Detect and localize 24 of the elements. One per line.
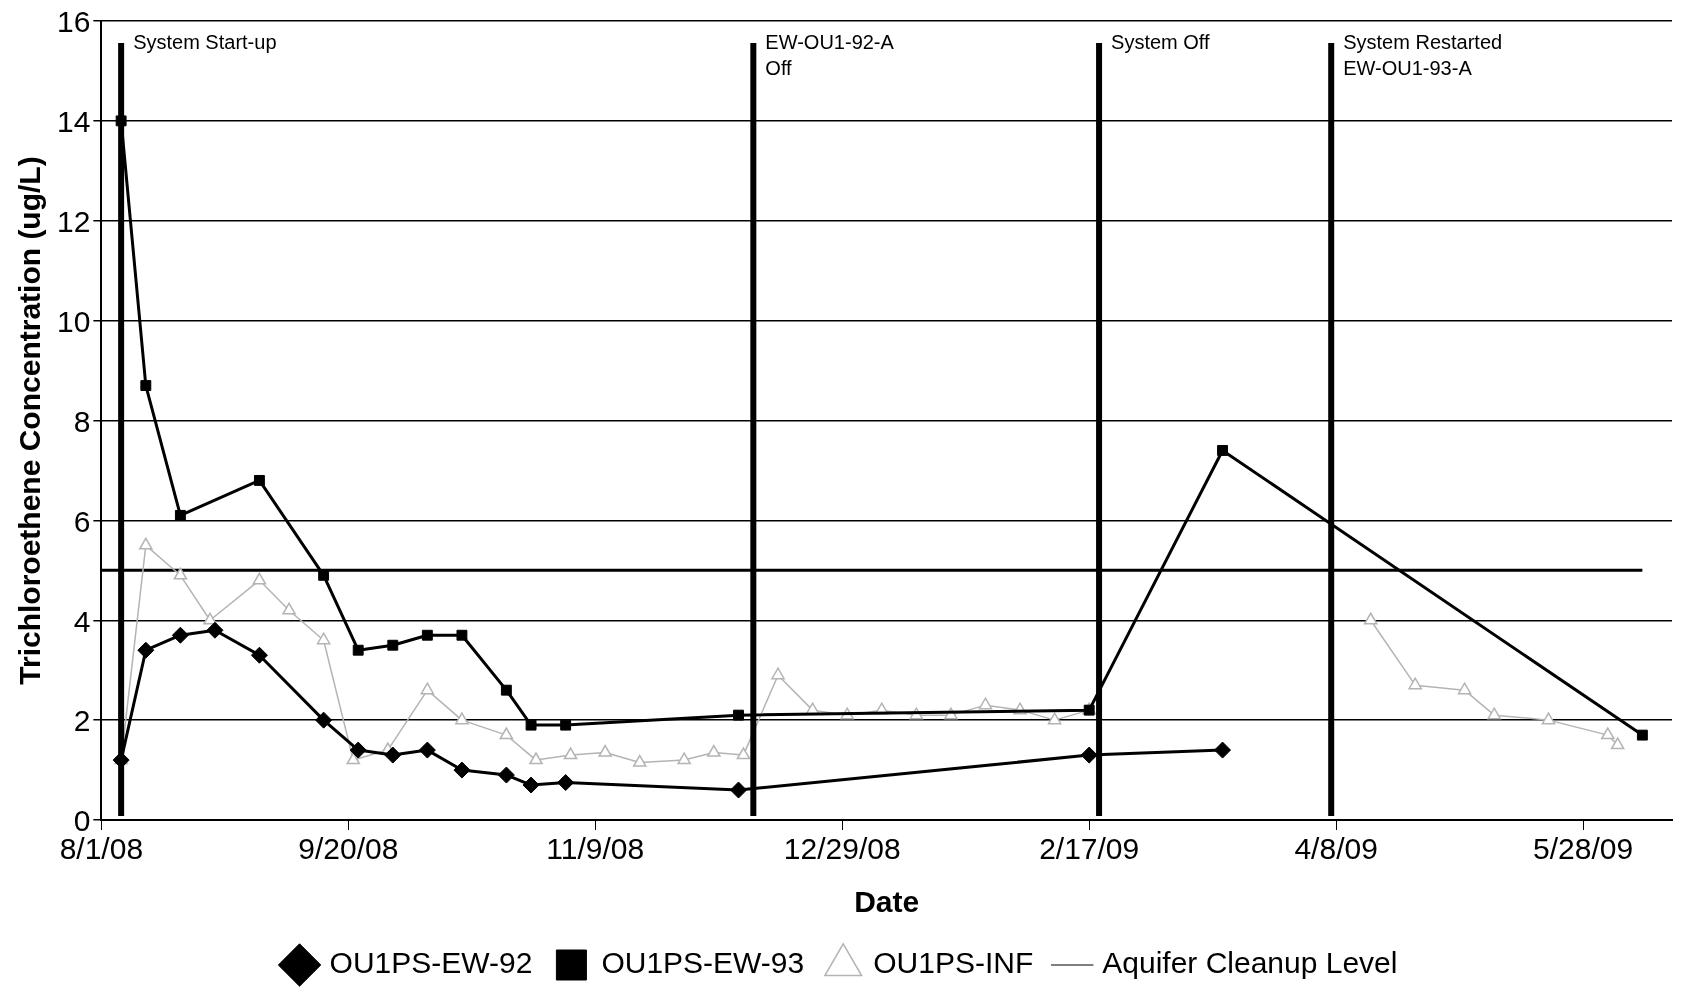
y-tick-label: 14 — [56, 105, 91, 139]
x-tick-label: 2/17/09 — [1039, 832, 1140, 866]
ref-line-label: EW-OU1-92-A Off — [765, 30, 895, 79]
x-tick-label: 4/8/09 — [1294, 832, 1378, 866]
legend-label: OU1PS-EW-93 — [601, 946, 805, 980]
x-tick-label: 9/20/08 — [298, 832, 399, 866]
x-axis-title: Date — [854, 885, 920, 919]
y-tick-label: 8 — [73, 404, 91, 438]
x-tick-label: 11/9/08 — [546, 832, 645, 866]
x-tick-label: 12/29/08 — [783, 832, 901, 866]
ref-line-label: System Start-up — [133, 30, 277, 53]
y-tick-label: 12 — [56, 205, 91, 239]
legend-label: OU1PS-EW-92 — [329, 946, 533, 980]
y-tick-label: 10 — [56, 304, 91, 338]
ref-line-label: System Off — [1111, 30, 1211, 53]
y-tick-label: 2 — [73, 704, 91, 738]
legend-label: OU1PS-INF — [873, 946, 1034, 980]
x-tick-label: 5/28/09 — [1533, 832, 1634, 866]
y-axis-title: Trichloroethene Concentration (ug/L) — [13, 156, 47, 685]
y-tick-label: 4 — [73, 604, 91, 638]
ref-line-label: System Restarted EW-OU1-93-A — [1343, 30, 1503, 79]
y-tick-label: 6 — [73, 504, 91, 538]
legend-label: Aquifer Cleanup Level — [1102, 946, 1398, 980]
y-tick-label: 16 — [56, 5, 91, 39]
